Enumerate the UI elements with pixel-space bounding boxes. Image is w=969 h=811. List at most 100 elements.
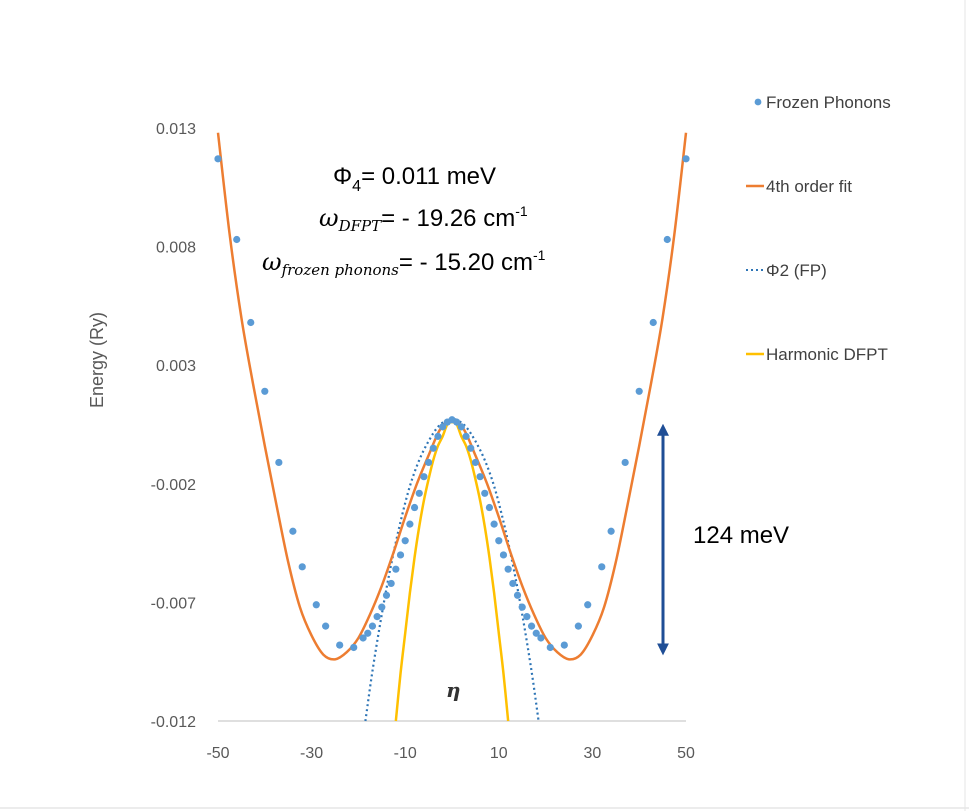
x-tick-label-1: -30 [300, 745, 323, 762]
frozen-phonon-point-51 [560, 641, 568, 649]
frozen-phonon-point-48 [532, 629, 540, 637]
frozen-phonon-point-56 [621, 458, 629, 467]
frozen-phonon-point-33 [462, 432, 470, 440]
frozen-phonon-point-26 [429, 444, 437, 452]
frozen-phonon-point-14 [373, 613, 381, 621]
y-tick-label-1: 0.008 [156, 240, 196, 257]
frozen-phonon-point-9 [336, 641, 344, 649]
y-tick-label-4: -0.007 [151, 595, 196, 612]
y-axis-ticks: 0.013 0.008 0.003 -0.002 -0.007 -0.012 [151, 121, 196, 731]
frozen-phonon-point-3 [261, 387, 269, 395]
omega-dfpt-symbol: ω [319, 204, 339, 232]
frozen-phonon-point-54 [598, 563, 606, 571]
frozen-phonon-point-13 [368, 622, 377, 630]
plot-area [214, 132, 690, 722]
frozen-phonon-point-45 [518, 603, 526, 611]
frozen-phonon-point-18 [392, 565, 400, 573]
frozen-phonon-point-36 [476, 473, 484, 481]
omega-fp-value: = - 15.20 cm [399, 249, 533, 276]
omega-fp-subscript: frozen phonons [281, 261, 400, 279]
frozen-phonon-point-39 [490, 520, 498, 528]
x-tick-label-0: -50 [206, 745, 229, 762]
frozen-phonon-point-27 [434, 432, 442, 440]
y-tick-label-5: -0.012 [151, 714, 196, 731]
x-tick-label-5: 50 [677, 745, 695, 762]
frozen-phonon-point-24 [420, 473, 428, 481]
frozen-phonon-point-52 [574, 622, 582, 630]
legend-marker-0 [754, 98, 762, 106]
legend-label-1: 4th order fit [766, 177, 852, 196]
omega-dfpt-annotation: ωDFPT= - 19.26 cm-1 [319, 203, 528, 235]
frozen-phonon-point-16 [382, 591, 391, 599]
legend: Frozen Phonons 4th order fit Φ2 (FP) Harmon… [746, 93, 891, 364]
frozen-phonon-point-60 [682, 155, 690, 163]
frozen-phonon-point-57 [635, 387, 643, 395]
legend-label-0: Frozen Phonons [766, 93, 891, 112]
frozen-phonon-point-40 [495, 537, 503, 545]
y-axis-label: Energy (Ry) [87, 312, 107, 408]
frozen-phonon-point-55 [607, 527, 615, 535]
frozen-phonon-point-5 [289, 527, 297, 535]
phi4-value: = 0.011 meV [361, 163, 496, 190]
frozen-phonon-point-19 [396, 551, 405, 559]
frozen-phonon-point-41 [499, 551, 508, 559]
x-axis-ticks: -50 -30 -10 10 30 50 [206, 745, 695, 762]
y-tick-label-0: 0.013 [156, 121, 196, 138]
frozen-phonon-point-7 [312, 601, 320, 609]
omega-fp-annotation: ωfrozen phonons= - 15.20 cm-1 [262, 247, 546, 279]
frozen-phonon-point-43 [509, 579, 517, 588]
omega-dfpt-superscript: -1 [515, 203, 528, 219]
legend-label-3: Harmonic DFPT [766, 345, 888, 364]
phi4-subscript: 4 [352, 178, 361, 195]
frozen-phonon-point-59 [663, 235, 671, 244]
frozen-phonon-point-21 [406, 520, 414, 528]
frozen-phonon-point-11 [359, 634, 367, 642]
frozen-phonon-point-12 [364, 629, 372, 637]
frozen-phonon-point-31 [453, 418, 461, 426]
frozen-phonon-point-37 [481, 489, 489, 497]
frozen-phonon-point-20 [401, 537, 409, 545]
phi4-annotation: Φ4= 0.011 meV [333, 163, 496, 195]
frozen-phonon-point-23 [415, 489, 423, 497]
frozen-phonon-point-2 [247, 318, 255, 327]
frozen-phonon-point-4 [275, 458, 283, 467]
frozen-phonon-point-32 [457, 423, 465, 431]
frozen-phonon-point-10 [350, 643, 358, 652]
frozen-phonon-point-35 [471, 458, 479, 467]
eta-axis-symbol: η [446, 678, 461, 702]
frozen-phonon-point-17 [387, 579, 395, 588]
barrier-label: 124 meV [693, 522, 789, 549]
x-tick-label-3: 10 [490, 745, 508, 762]
omega-dfpt-subscript: DFPT [338, 217, 383, 235]
frozen-phonon-point-50 [546, 643, 554, 652]
frozen-phonon-point-53 [584, 601, 592, 609]
frozen-phonon-point-47 [527, 622, 536, 630]
frozen-phonon-point-8 [322, 622, 330, 630]
x-tick-label-2: -10 [394, 745, 417, 762]
omega-dfpt-value: = - 19.26 cm [381, 205, 515, 232]
frozen-phonon-point-42 [504, 565, 512, 573]
y-tick-label-2: 0.003 [156, 358, 196, 375]
x-tick-label-4: 30 [584, 745, 602, 762]
omega-fp-superscript: -1 [533, 247, 546, 263]
frozen-phonon-point-1 [233, 235, 241, 244]
frozen-phonon-point-49 [537, 634, 545, 642]
frozen-phonon-point-34 [467, 444, 475, 452]
frozen-phonon-point-0 [214, 155, 222, 163]
frozen-phonon-point-58 [649, 318, 657, 327]
omega-fp-symbol: ω [262, 248, 282, 276]
frozen-phonon-point-22 [410, 503, 419, 512]
frozen-phonon-point-25 [425, 458, 433, 467]
frozen-phonon-point-46 [523, 613, 531, 621]
frozen-phonon-point-6 [298, 563, 306, 571]
frozen-phonon-point-28 [439, 423, 447, 431]
frozen-phonons-markers [214, 155, 690, 652]
frozen-phonon-point-38 [485, 503, 494, 512]
frozen-phonon-point-44 [513, 591, 522, 599]
legend-label-2: Φ2 (FP) [766, 261, 827, 280]
y-tick-label-3: -0.002 [151, 477, 196, 494]
phi4-symbol: Φ [333, 163, 352, 190]
frozen-phonon-point-15 [378, 603, 386, 611]
